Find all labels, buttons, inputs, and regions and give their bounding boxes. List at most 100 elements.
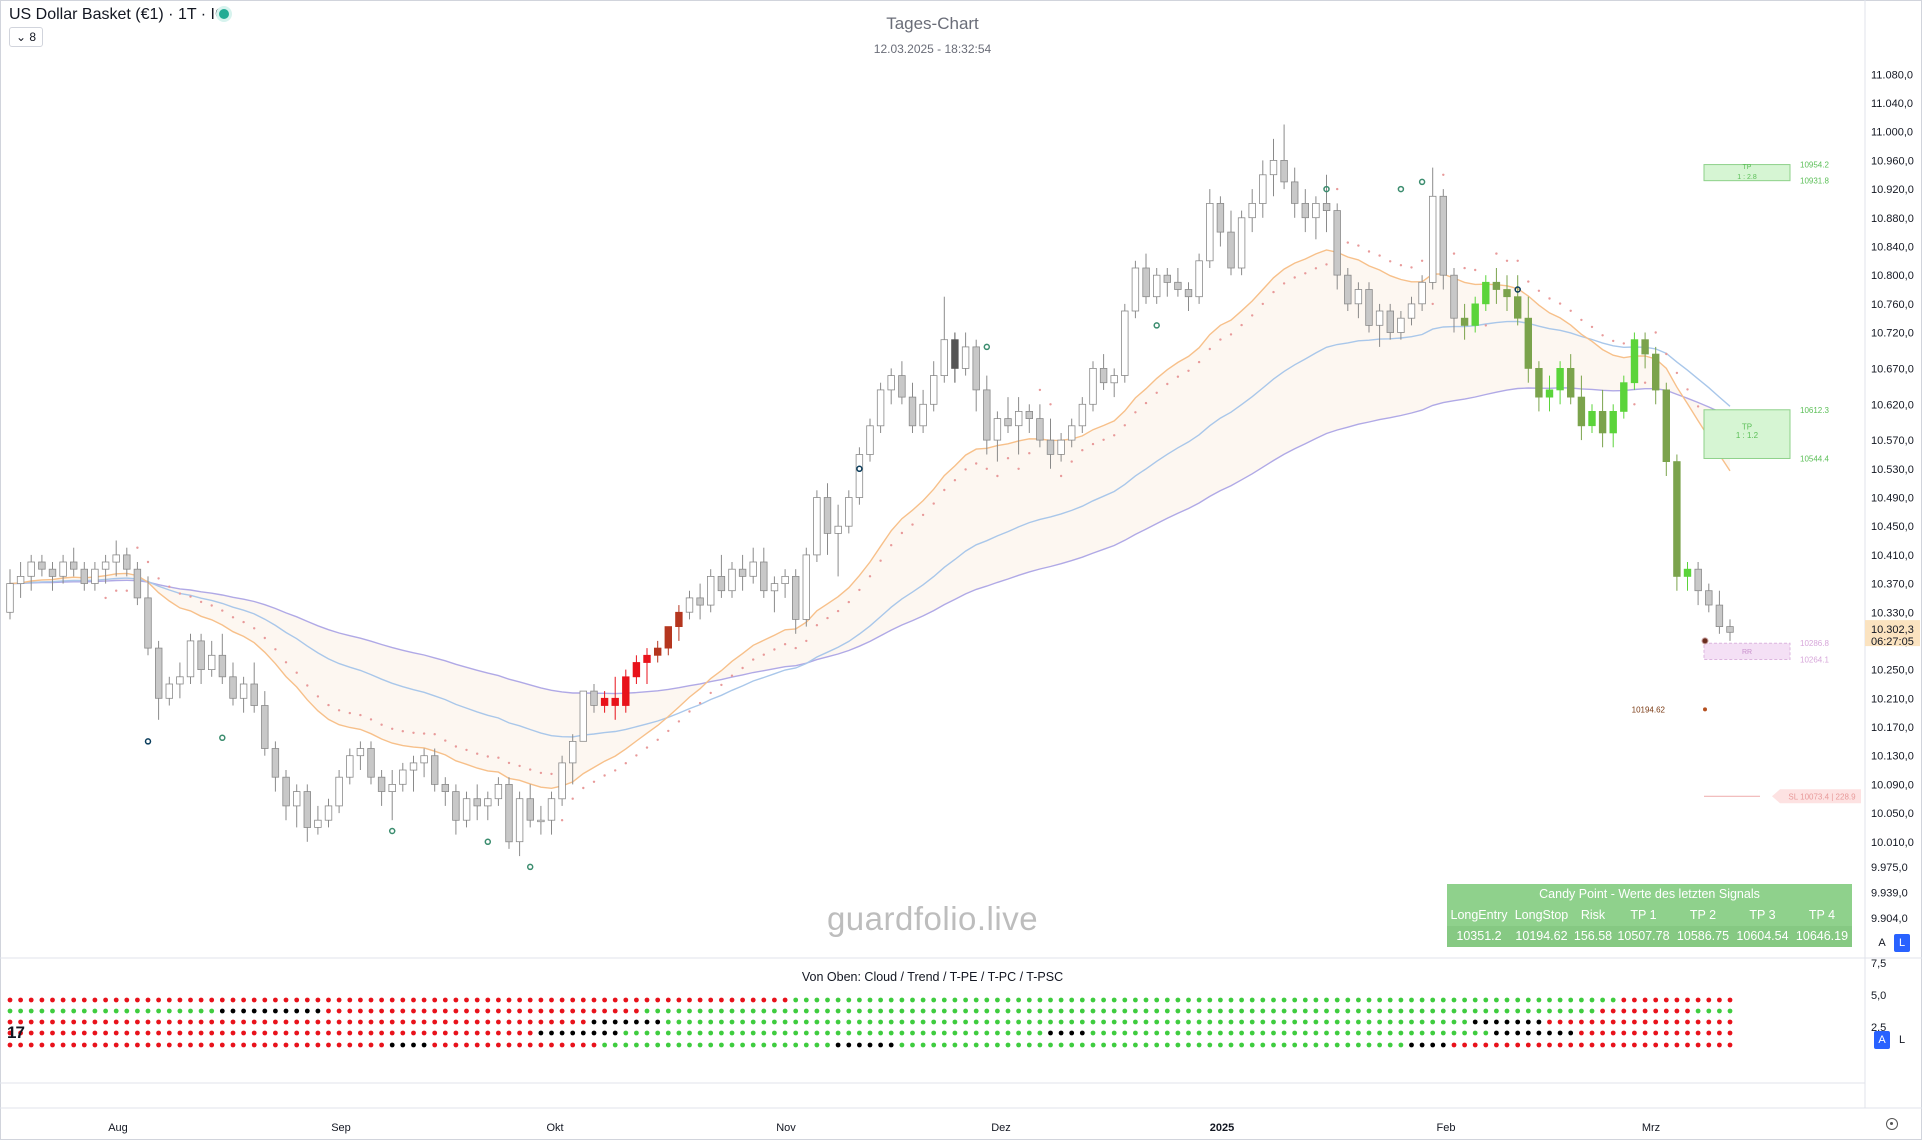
trailing-stop-dots [104, 173, 1732, 822]
indicator-dot [496, 997, 501, 1003]
indicator-dot [1610, 1042, 1616, 1048]
indicator-dot [570, 1030, 576, 1036]
stop-dot [1144, 401, 1148, 405]
indicator-dot [719, 1019, 724, 1025]
ema-mid-line [9, 320, 1731, 738]
time-axis-label: Feb [1437, 1122, 1456, 1134]
stop-dot [1336, 187, 1339, 191]
indicator-dot [761, 1030, 767, 1036]
indicator-dot [18, 1008, 23, 1014]
indicator-dot [1154, 1042, 1160, 1048]
price-axis-label: 10.570,0 [1871, 435, 1914, 447]
stop-dot [550, 772, 553, 776]
stop-dot [263, 636, 266, 640]
indicator-dot [1356, 1019, 1361, 1025]
lower-log-scale-button[interactable]: L [1898, 1034, 1906, 1046]
symbol-title[interactable]: US Dollar Basket (€1) · 1T · IG [9, 6, 228, 23]
indicator-dot [1196, 997, 1202, 1003]
indicator-dot [326, 1030, 331, 1036]
stop-dot [433, 733, 436, 736]
stop-dot [1378, 254, 1381, 257]
lower-auto-scale-button[interactable]: A [1874, 1031, 1890, 1049]
candle [70, 561, 78, 570]
indicator-dot [910, 997, 915, 1003]
indicator-dot [878, 1030, 883, 1036]
indicator-dot [665, 1042, 671, 1048]
candle [59, 561, 67, 577]
indicator-dot [326, 1008, 331, 1014]
indicator-dot [7, 1042, 13, 1048]
indicator-dot [1632, 997, 1637, 1003]
indicator-dot [782, 1008, 788, 1014]
indicator-dot [1483, 997, 1489, 1003]
stop-dot [975, 462, 978, 465]
indicator-dot [92, 1008, 98, 1014]
indicator-dot [50, 1042, 55, 1048]
indicator-dot [644, 1042, 650, 1048]
indicator-dot [1196, 1030, 1202, 1036]
price-axis-label: 10.800,0 [1871, 270, 1914, 282]
candle [876, 389, 885, 427]
candle [1662, 389, 1670, 462]
indicator-dot [963, 1008, 968, 1014]
candle [728, 568, 736, 592]
indicator-dot [527, 1008, 533, 1014]
candle [1333, 210, 1341, 276]
indicator-dot [219, 1008, 225, 1014]
indicator-dot [92, 1030, 98, 1036]
price-axis-label: 11.040,0 [1871, 98, 1913, 110]
candle [855, 454, 864, 498]
indicator-dot [1324, 1042, 1329, 1048]
candle [48, 568, 57, 577]
indicator-dot [740, 1030, 745, 1036]
candle [1715, 604, 1724, 627]
indicator-dot [580, 1042, 586, 1048]
stop-dot [412, 731, 415, 734]
candle [1153, 274, 1161, 298]
indicator-dot [379, 1030, 384, 1036]
signal-table-value-row: 10351.2 10194.62 156.58 10507.78 10586.7… [1447, 926, 1852, 947]
indicator-dot [1515, 1008, 1521, 1014]
candle [1025, 410, 1033, 419]
indicator-dot [283, 1042, 289, 1048]
indicator-dot [1281, 997, 1287, 1003]
tradingview-logo[interactable]: 17 [7, 1023, 25, 1042]
stop-dot [762, 653, 765, 656]
indicator-dot [1547, 1019, 1552, 1025]
indicator-dot [1727, 1030, 1733, 1036]
indicator-dot [857, 1030, 862, 1036]
indicator-dot [570, 1019, 576, 1025]
indicator-dot [1133, 997, 1138, 1003]
indicator-dot [273, 997, 278, 1003]
indicator-dot [262, 997, 268, 1003]
stop-dot [582, 786, 585, 790]
gear-icon[interactable] [1886, 1118, 1898, 1130]
indicator-dot [251, 1019, 257, 1025]
stop-dot [1282, 282, 1286, 285]
indicator-dot [315, 997, 321, 1003]
stop-dot [1633, 403, 1636, 406]
indicator-dot [1324, 997, 1329, 1003]
auto-scale-button[interactable]: A [1878, 937, 1886, 949]
stop-dot [1113, 434, 1116, 437]
indicator-dot [230, 1019, 236, 1025]
candle [579, 690, 587, 742]
indicator-dot [177, 1042, 183, 1048]
tp1-lower-label: 10544.4 [1800, 454, 1829, 463]
candle [1673, 461, 1681, 577]
indicator-dot [1239, 1042, 1244, 1048]
indicator-dot [251, 1030, 257, 1036]
indicator-dot [984, 1008, 990, 1014]
indicator-dot [878, 1008, 883, 1014]
candle [654, 647, 662, 656]
stop-dot [178, 592, 182, 595]
indicator-dot [60, 1030, 66, 1036]
log-scale-button[interactable]: L [1894, 934, 1910, 952]
stop-dot [1548, 297, 1551, 300]
collapse-indicators-button[interactable]: ⌄ 8 [9, 27, 44, 47]
candle [983, 389, 991, 441]
indicator-dot [1440, 997, 1446, 1003]
indicator-dot [1196, 1042, 1202, 1048]
candle [112, 554, 120, 563]
